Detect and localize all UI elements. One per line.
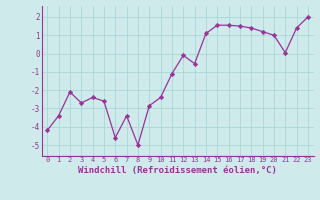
X-axis label: Windchill (Refroidissement éolien,°C): Windchill (Refroidissement éolien,°C) — [78, 166, 277, 175]
